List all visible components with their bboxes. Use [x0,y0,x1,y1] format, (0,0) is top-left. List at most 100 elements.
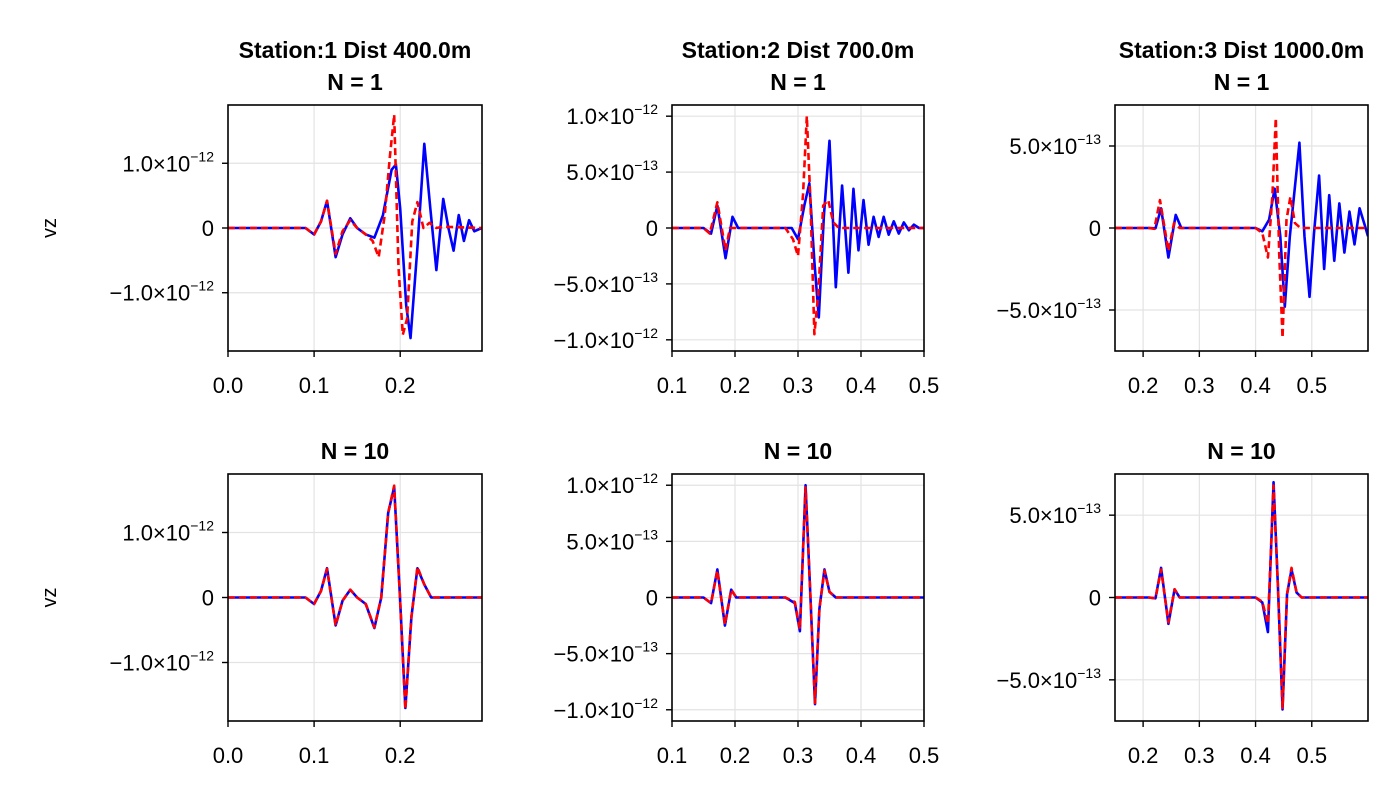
y-tick-mantissa: 0 [1089,216,1101,241]
x-tick-label: 0.4 [1240,373,1271,398]
x-tick-label: 0.1 [657,743,688,768]
chart-subtitle: N = 1 [327,69,383,95]
y-tick-exponent: −13 [1077,500,1101,516]
y-tick-mantissa: −5.0×10 [997,298,1078,323]
x-tick-label: 0.0 [213,373,244,398]
series-line-red-dashed [1115,484,1368,710]
y-tick-label: 1.0×10−12 [566,470,658,498]
y-tick-mantissa: 5.0×10 [566,529,634,554]
y-tick-mantissa: 1.0×10 [122,521,190,546]
y-tick-mantissa: 1.0×10 [566,473,634,498]
y-tick-label: 1.0×10−12 [122,518,214,546]
y-tick-mantissa: −1.0×10 [554,328,635,353]
y-tick-label: 5.0×10−13 [1009,131,1101,159]
y-tick-exponent: −13 [634,269,658,285]
chart-panel-2: 0.1 0.2 0.3 0.4 0.51.0×10−125.0×10−130−5.0×1… [554,37,940,398]
series-line-red-dashed [672,114,924,336]
y-tick-mantissa: 5.0×10 [1009,503,1077,528]
y-tick-label: 0 [202,216,214,241]
x-tick-label: 0.3 [783,743,814,768]
y-tick-label: −5.0×10−13 [554,639,659,667]
x-tick-label: 0.5 [1296,743,1327,768]
y-tick-exponent: −13 [634,157,658,173]
y-tick-label: 5.0×10−13 [1009,500,1101,528]
x-tick-label: 0.4 [846,743,877,768]
y-tick-exponent: −12 [190,648,214,664]
x-tick-label: 0.2 [385,373,416,398]
y-tick-label: 1.0×10−12 [122,148,214,176]
y-tick-exponent: −13 [634,639,658,655]
chart-title: Station:1 Dist 400.0m [239,37,472,63]
x-tick-label: 0.2 [385,743,416,768]
x-tick-label: 0.0 [213,743,244,768]
x-tick-label: 0.5 [909,373,940,398]
y-tick-mantissa: 5.0×10 [566,160,634,185]
x-tick-label: 0.2 [720,743,751,768]
series-line-red-dashed [1115,116,1368,340]
y-tick-label: −5.0×10−13 [554,269,659,297]
series-line-blue-solid [228,142,482,340]
y-tick-exponent: −13 [1077,295,1101,311]
y-tick-mantissa: 0 [646,216,658,241]
series-line-red-dashed [228,484,482,711]
y-tick-exponent: −12 [190,278,214,294]
x-tick-label: 0.2 [1128,743,1159,768]
x-tick-label: 0.3 [783,373,814,398]
y-tick-label: 0 [1089,586,1101,611]
y-tick-exponent: −13 [634,526,658,542]
y-tick-mantissa: −5.0×10 [554,642,635,667]
y-tick-mantissa: 1.0×10 [122,151,190,176]
y-tick-exponent: −12 [190,148,214,164]
chart-panel-6: 0.2 0.3 0.4 0.55.0×10−130−5.0×10−13N = 10 [997,438,1369,768]
y-tick-exponent: −12 [634,470,658,486]
y-tick-exponent: −12 [634,101,658,117]
chart-subtitle: N = 1 [770,69,826,95]
x-tick-label: 0.1 [657,373,688,398]
x-tick-label: 0.2 [720,373,751,398]
y-tick-exponent: −12 [190,518,214,534]
y-tick-mantissa: −1.0×10 [110,281,191,306]
y-tick-label: 0 [1089,216,1101,241]
chart-subtitle: N = 1 [1214,69,1270,95]
x-tick-label: 0.5 [909,743,940,768]
y-tick-mantissa: −1.0×10 [554,698,635,723]
chart-title: Station:3 Dist 1000.0m [1119,37,1364,63]
y-tick-mantissa: 1.0×10 [566,104,634,129]
series-line-red-dashed [672,486,924,705]
x-tick-label: 0.4 [1240,743,1271,768]
x-tick-label: 0.3 [1184,373,1215,398]
x-tick-label: 0.1 [299,373,330,398]
x-tick-label: 0.3 [1184,743,1215,768]
y-tick-mantissa: −5.0×10 [554,272,635,297]
y-tick-mantissa: −1.0×10 [110,651,191,676]
x-tick-label: 0.1 [299,743,330,768]
y-tick-exponent: −12 [634,325,658,341]
chart-panel-3: 0.2 0.3 0.4 0.55.0×10−130−5.0×10−13Station:… [997,37,1369,398]
y-tick-mantissa: 0 [646,586,658,611]
y-tick-label: 0 [646,216,658,241]
chart-title: N = 10 [321,438,389,464]
y-tick-mantissa: 0 [202,586,214,611]
y-tick-label: −5.0×10−13 [997,665,1102,693]
y-tick-label: 1.0×10−12 [566,101,658,129]
chart-panel-5: 0.1 0.2 0.3 0.4 0.51.0×10−125.0×10−130−5.0×1… [554,438,940,768]
y-tick-label: 5.0×10−13 [566,526,658,554]
series-line-red-dashed [228,113,482,337]
chart-title: Station:2 Dist 700.0m [682,37,915,63]
y-tick-mantissa: 0 [202,216,214,241]
chart-title: N = 10 [764,438,832,464]
series-line-blue-solid [672,139,924,319]
y-tick-label: −1.0×10−12 [110,278,215,306]
y-tick-mantissa: −5.0×10 [997,668,1078,693]
y-tick-exponent: −12 [634,695,658,711]
chart-title: N = 10 [1207,438,1275,464]
series-line-blue-solid [1115,141,1368,309]
y-tick-label: −5.0×10−13 [997,295,1102,323]
y-tick-label: −1.0×10−12 [554,325,659,353]
x-tick-label: 0.4 [846,373,877,398]
y-axis-label: vz [39,588,61,608]
y-axis-label: vz [39,218,61,238]
